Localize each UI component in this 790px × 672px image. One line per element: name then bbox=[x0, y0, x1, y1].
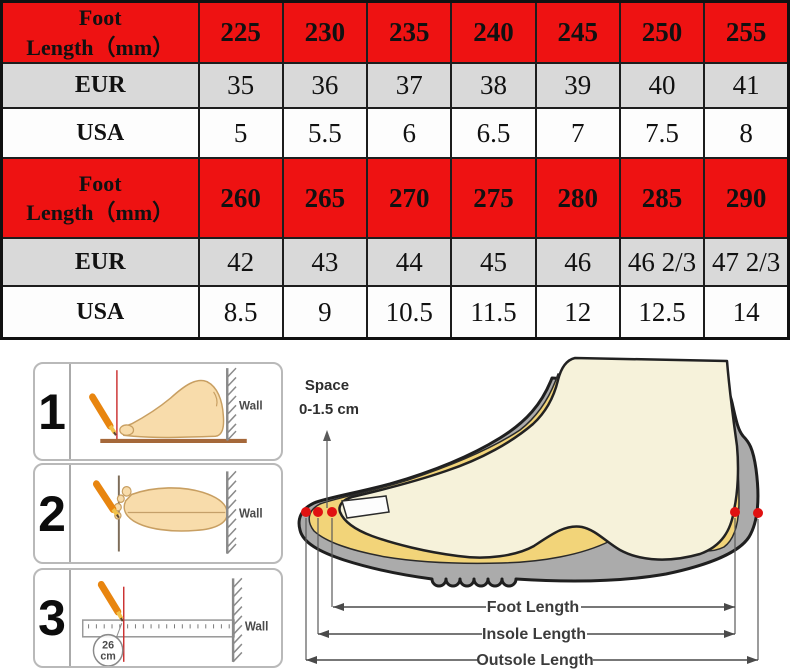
table-cell: 14 bbox=[703, 285, 790, 340]
ruler-illustration: 26 cm Wall bbox=[81, 577, 269, 666]
table-cell: 46 2/3 bbox=[618, 237, 706, 288]
table-cell: 8.5 bbox=[197, 285, 284, 340]
row-label: Foot Length（mm） bbox=[0, 0, 200, 65]
row-label: EUR bbox=[0, 62, 200, 110]
foot-top-view bbox=[113, 485, 228, 532]
step-number: 3 bbox=[35, 570, 71, 666]
table-cell: 255 bbox=[703, 0, 790, 65]
wall-label: Wall bbox=[239, 398, 263, 412]
foot-side-view-illustration: Wall bbox=[89, 367, 263, 443]
foot-length-dimension bbox=[333, 603, 735, 611]
table-cell: 36 bbox=[281, 62, 369, 110]
toe-cap-shape bbox=[341, 495, 390, 519]
table-row-eur-1: EUR 35 36 37 38 39 40 41 bbox=[0, 62, 790, 110]
outsole-length-dimension bbox=[306, 656, 758, 664]
table-cell: 37 bbox=[366, 62, 453, 110]
size-table: Foot Length（mm） 225 230 235 240 245 250 … bbox=[0, 0, 790, 340]
wall-hatch bbox=[226, 470, 237, 555]
space-value: 0-1.5 cm bbox=[299, 401, 359, 418]
shoe-cross-section: Space 0-1.5 cm Foot Length Insole Length bbox=[297, 356, 763, 669]
table-cell: 260 bbox=[197, 157, 284, 240]
measure-dots bbox=[301, 507, 763, 518]
step-panel-3: 3 bbox=[33, 568, 283, 668]
step-number: 1 bbox=[35, 364, 71, 459]
table-cell: 250 bbox=[618, 0, 706, 65]
step-number: 2 bbox=[35, 465, 71, 562]
measurement-diagram: 1 bbox=[0, 352, 790, 672]
foot-and-leg-shape bbox=[338, 356, 740, 561]
pencil-icon bbox=[92, 480, 120, 519]
table-cell: 240 bbox=[450, 0, 537, 65]
table-cell: 225 bbox=[197, 0, 284, 65]
toe-space-annotation: Space 0-1.5 cm bbox=[299, 377, 359, 508]
table-row-foot-length-1: Foot Length（mm） 225 230 235 240 245 250 … bbox=[0, 0, 790, 65]
table-cell: 235 bbox=[366, 0, 453, 65]
table-cell: 47 2/3 bbox=[703, 237, 790, 288]
table-cell: 270 bbox=[366, 157, 453, 240]
table-cell: 11.5 bbox=[450, 285, 537, 340]
up-arrow-icon bbox=[323, 430, 331, 441]
table-cell: 44 bbox=[366, 237, 453, 288]
table-cell: 43 bbox=[281, 237, 369, 288]
insole-length-label: Insole Length bbox=[482, 626, 586, 643]
space-label: Space bbox=[305, 377, 349, 394]
wall-hatch bbox=[226, 367, 237, 441]
table-row-usa-1: USA 5 5.5 6 6.5 7 7.5 8 bbox=[0, 107, 790, 160]
table-cell: 7 bbox=[534, 107, 621, 160]
guide-lines bbox=[305, 518, 759, 660]
table-cell: 41 bbox=[703, 62, 790, 110]
table-cell: 280 bbox=[534, 157, 621, 240]
table-cell: 6 bbox=[366, 107, 453, 160]
pencil-icon bbox=[89, 393, 117, 436]
foot-length-label: Foot Length bbox=[487, 599, 579, 616]
outsole-length-label: Outsole Length bbox=[476, 652, 593, 669]
table-cell: 45 bbox=[450, 237, 537, 288]
step-panel-1: 1 bbox=[33, 362, 283, 461]
step-panel-2: 2 bbox=[33, 463, 283, 564]
table-cell: 46 bbox=[534, 237, 621, 288]
table-cell: 5 bbox=[197, 107, 284, 160]
row-label: USA bbox=[0, 107, 200, 160]
insole-length-dimension bbox=[318, 630, 735, 638]
table-cell: 12 bbox=[534, 285, 621, 340]
ruler-value: 26 bbox=[102, 639, 114, 651]
table-cell: 40 bbox=[618, 62, 706, 110]
ruler-unit: cm bbox=[100, 650, 116, 662]
table-cell: 265 bbox=[281, 157, 369, 240]
measurement-callout: 26 cm bbox=[92, 623, 124, 666]
pencil-icon bbox=[97, 580, 124, 622]
table-cell: 39 bbox=[534, 62, 621, 110]
wall-label: Wall bbox=[245, 619, 269, 633]
table-cell: 35 bbox=[197, 62, 284, 110]
row-label: Foot Length（mm） bbox=[0, 157, 200, 240]
table-row-eur-2: EUR 42 43 44 45 46 46 2/3 47 2/3 bbox=[0, 237, 790, 288]
table-cell: 12.5 bbox=[618, 285, 706, 340]
foot-side-view bbox=[119, 379, 225, 439]
table-cell: 38 bbox=[450, 62, 537, 110]
wall-label: Wall bbox=[239, 506, 263, 521]
table-row-foot-length-2: Foot Length（mm） 260 265 270 275 280 285 … bbox=[0, 157, 790, 240]
table-cell: 42 bbox=[197, 237, 284, 288]
row-label: USA bbox=[0, 285, 200, 340]
table-row-usa-2: USA 8.5 9 10.5 11.5 12 12.5 14 bbox=[0, 285, 790, 340]
table-cell: 10.5 bbox=[366, 285, 453, 340]
table-cell: 7.5 bbox=[618, 107, 706, 160]
ruler bbox=[81, 619, 235, 638]
table-cell: 230 bbox=[281, 0, 369, 65]
table-cell: 8 bbox=[703, 107, 790, 160]
foot-top-view-illustration: Wall bbox=[92, 470, 263, 555]
table-cell: 275 bbox=[450, 157, 537, 240]
table-cell: 9 bbox=[281, 285, 369, 340]
table-cell: 5.5 bbox=[281, 107, 369, 160]
row-label: EUR bbox=[0, 237, 200, 288]
table-cell: 285 bbox=[618, 157, 706, 240]
table-cell: 245 bbox=[534, 0, 621, 65]
table-cell: 6.5 bbox=[450, 107, 537, 160]
wall-hatch bbox=[231, 577, 243, 663]
table-cell: 290 bbox=[703, 157, 790, 240]
